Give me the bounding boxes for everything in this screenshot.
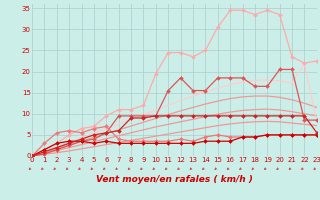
X-axis label: Vent moyen/en rafales ( km/h ): Vent moyen/en rafales ( km/h ) [96, 174, 253, 184]
